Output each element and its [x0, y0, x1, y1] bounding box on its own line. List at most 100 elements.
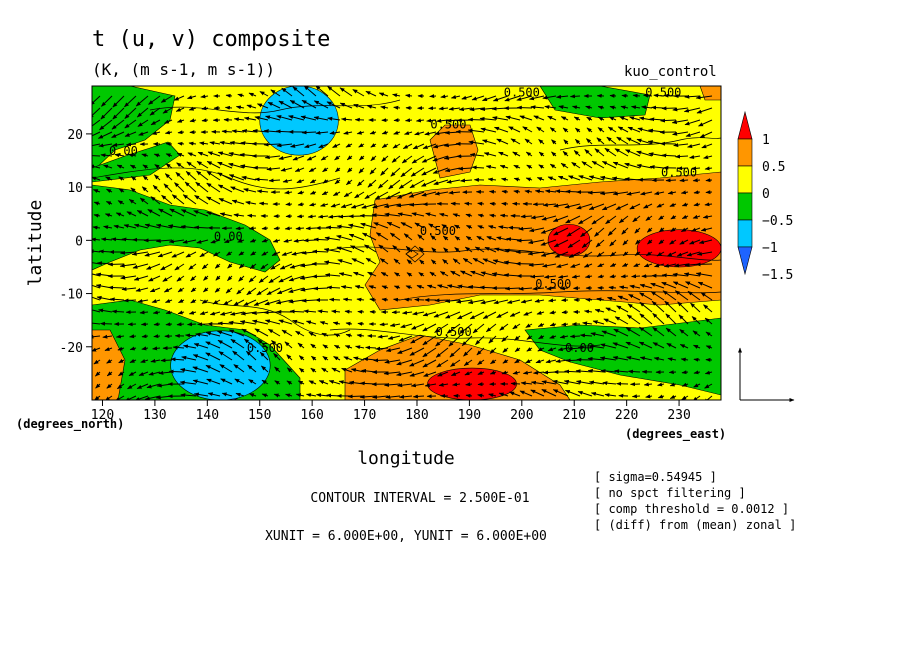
wind-vector	[168, 369, 185, 374]
wind-vector	[477, 382, 485, 387]
wind-vector	[339, 102, 353, 109]
wind-vector	[200, 94, 209, 99]
wind-vector	[380, 105, 389, 110]
wind-vector	[586, 127, 593, 133]
wind-vector	[609, 274, 617, 279]
wind-vector	[158, 208, 173, 217]
wind-vector	[293, 238, 305, 243]
wind-vector	[187, 322, 197, 327]
wind-vector	[226, 251, 233, 256]
wind-vector	[121, 287, 137, 292]
wind-vector	[338, 272, 353, 277]
wind-vector	[163, 287, 173, 293]
wind-vector	[379, 322, 389, 327]
wind-vector	[661, 106, 677, 111]
wind-vector	[553, 203, 569, 208]
wind-vector	[265, 115, 281, 121]
wind-vector	[154, 174, 161, 181]
wind-vector	[182, 239, 197, 244]
wind-vector	[400, 222, 413, 229]
wind-vector	[556, 94, 569, 99]
wind-vector	[141, 153, 149, 158]
wind-vector	[324, 236, 341, 241]
wind-vector	[141, 186, 149, 193]
wind-vector	[704, 202, 713, 207]
wind-vector	[120, 275, 137, 280]
x-tick-label: 200	[510, 408, 533, 423]
wind-vector	[305, 226, 317, 231]
wind-vector	[524, 138, 533, 145]
wind-vector	[334, 179, 341, 185]
wind-vector	[401, 155, 413, 164]
wind-vector	[410, 335, 425, 344]
wind-vector	[668, 370, 677, 375]
wind-vector	[365, 345, 377, 350]
contour-label: 0.00	[565, 341, 594, 355]
wind-vector	[612, 191, 629, 196]
x-tick-label: 150	[248, 408, 271, 423]
wind-vector	[597, 274, 605, 279]
wind-vector	[576, 203, 593, 210]
wind-vector	[92, 225, 101, 230]
wind-vector	[400, 167, 413, 178]
chart-subtitle: (K, (m s-1, m s-1))	[92, 60, 275, 79]
wind-vector	[178, 298, 185, 304]
wind-vector	[258, 275, 269, 284]
wind-vector	[537, 322, 545, 327]
wind-vector	[692, 214, 701, 219]
wind-vector	[575, 138, 581, 145]
wind-vector	[695, 262, 713, 267]
wind-vector	[190, 287, 197, 293]
reference-vector	[738, 347, 795, 402]
wind-vector	[296, 179, 305, 184]
wind-vector	[429, 94, 437, 99]
wind-vector	[699, 131, 713, 138]
note-line: [ comp threshold = 0.0012 ]	[594, 502, 789, 516]
x-units-label: (degrees_east)	[625, 427, 726, 442]
wind-vector	[92, 322, 101, 325]
wind-vector	[297, 190, 305, 195]
wind-vector	[435, 347, 449, 358]
wind-vector	[177, 287, 185, 293]
wind-vector	[579, 333, 593, 338]
wind-vector	[609, 93, 617, 98]
wind-vector	[692, 178, 701, 183]
wind-vector	[499, 213, 509, 218]
wind-vector	[616, 305, 629, 313]
wind-vector	[171, 251, 185, 258]
wind-vector	[138, 131, 149, 136]
wind-vector	[621, 262, 629, 267]
wind-vector	[92, 347, 101, 352]
wind-vector	[309, 190, 317, 195]
wind-vector	[409, 202, 425, 207]
wind-vector	[622, 251, 629, 257]
wind-vector	[592, 320, 605, 325]
wind-vector	[309, 179, 317, 184]
wind-vector	[622, 239, 629, 246]
wind-vector	[695, 272, 713, 277]
wind-vector	[393, 105, 401, 110]
wind-vector	[307, 214, 317, 219]
wind-vector	[357, 309, 365, 314]
wind-vector	[297, 342, 305, 349]
wind-vector	[201, 118, 209, 123]
wind-vector	[412, 311, 425, 316]
wind-vector	[594, 148, 605, 157]
wind-vector	[530, 274, 545, 279]
wind-vector	[281, 87, 293, 97]
wind-vector	[658, 227, 665, 233]
wind-vector	[639, 292, 653, 301]
wind-vector	[343, 130, 353, 135]
wind-vector	[238, 275, 245, 282]
wind-vector	[409, 179, 425, 189]
wind-vector	[392, 143, 401, 149]
wind-vector	[295, 330, 305, 337]
wind-vector	[410, 167, 425, 177]
wind-vector	[422, 323, 437, 332]
wind-vector	[586, 116, 593, 122]
wind-vector	[474, 246, 485, 253]
wind-vector	[205, 341, 221, 349]
wind-vector	[499, 323, 509, 331]
wind-vector	[584, 309, 593, 314]
wind-vector	[608, 116, 617, 121]
